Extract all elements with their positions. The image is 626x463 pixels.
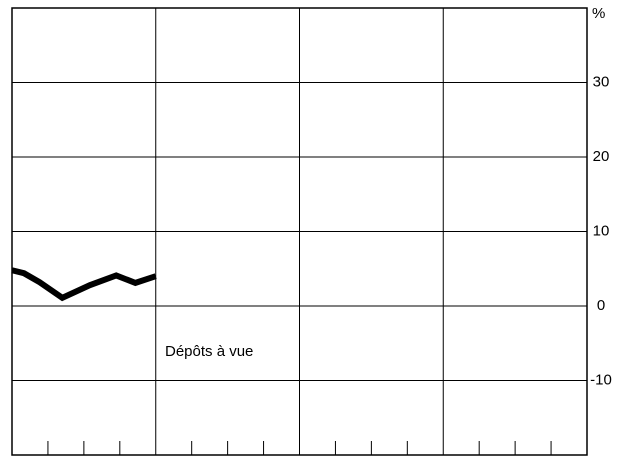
y-tick-label: 0 [597, 297, 605, 314]
y-tick-label: 30 [593, 73, 610, 90]
unit-label: % [592, 5, 605, 22]
annotation: Dépôts à vue [165, 343, 253, 360]
y-tick-label: 20 [593, 148, 610, 165]
line-series [11, 267, 157, 302]
y-tick-label: 10 [593, 222, 610, 239]
y-tick-label: -10 [590, 371, 612, 388]
